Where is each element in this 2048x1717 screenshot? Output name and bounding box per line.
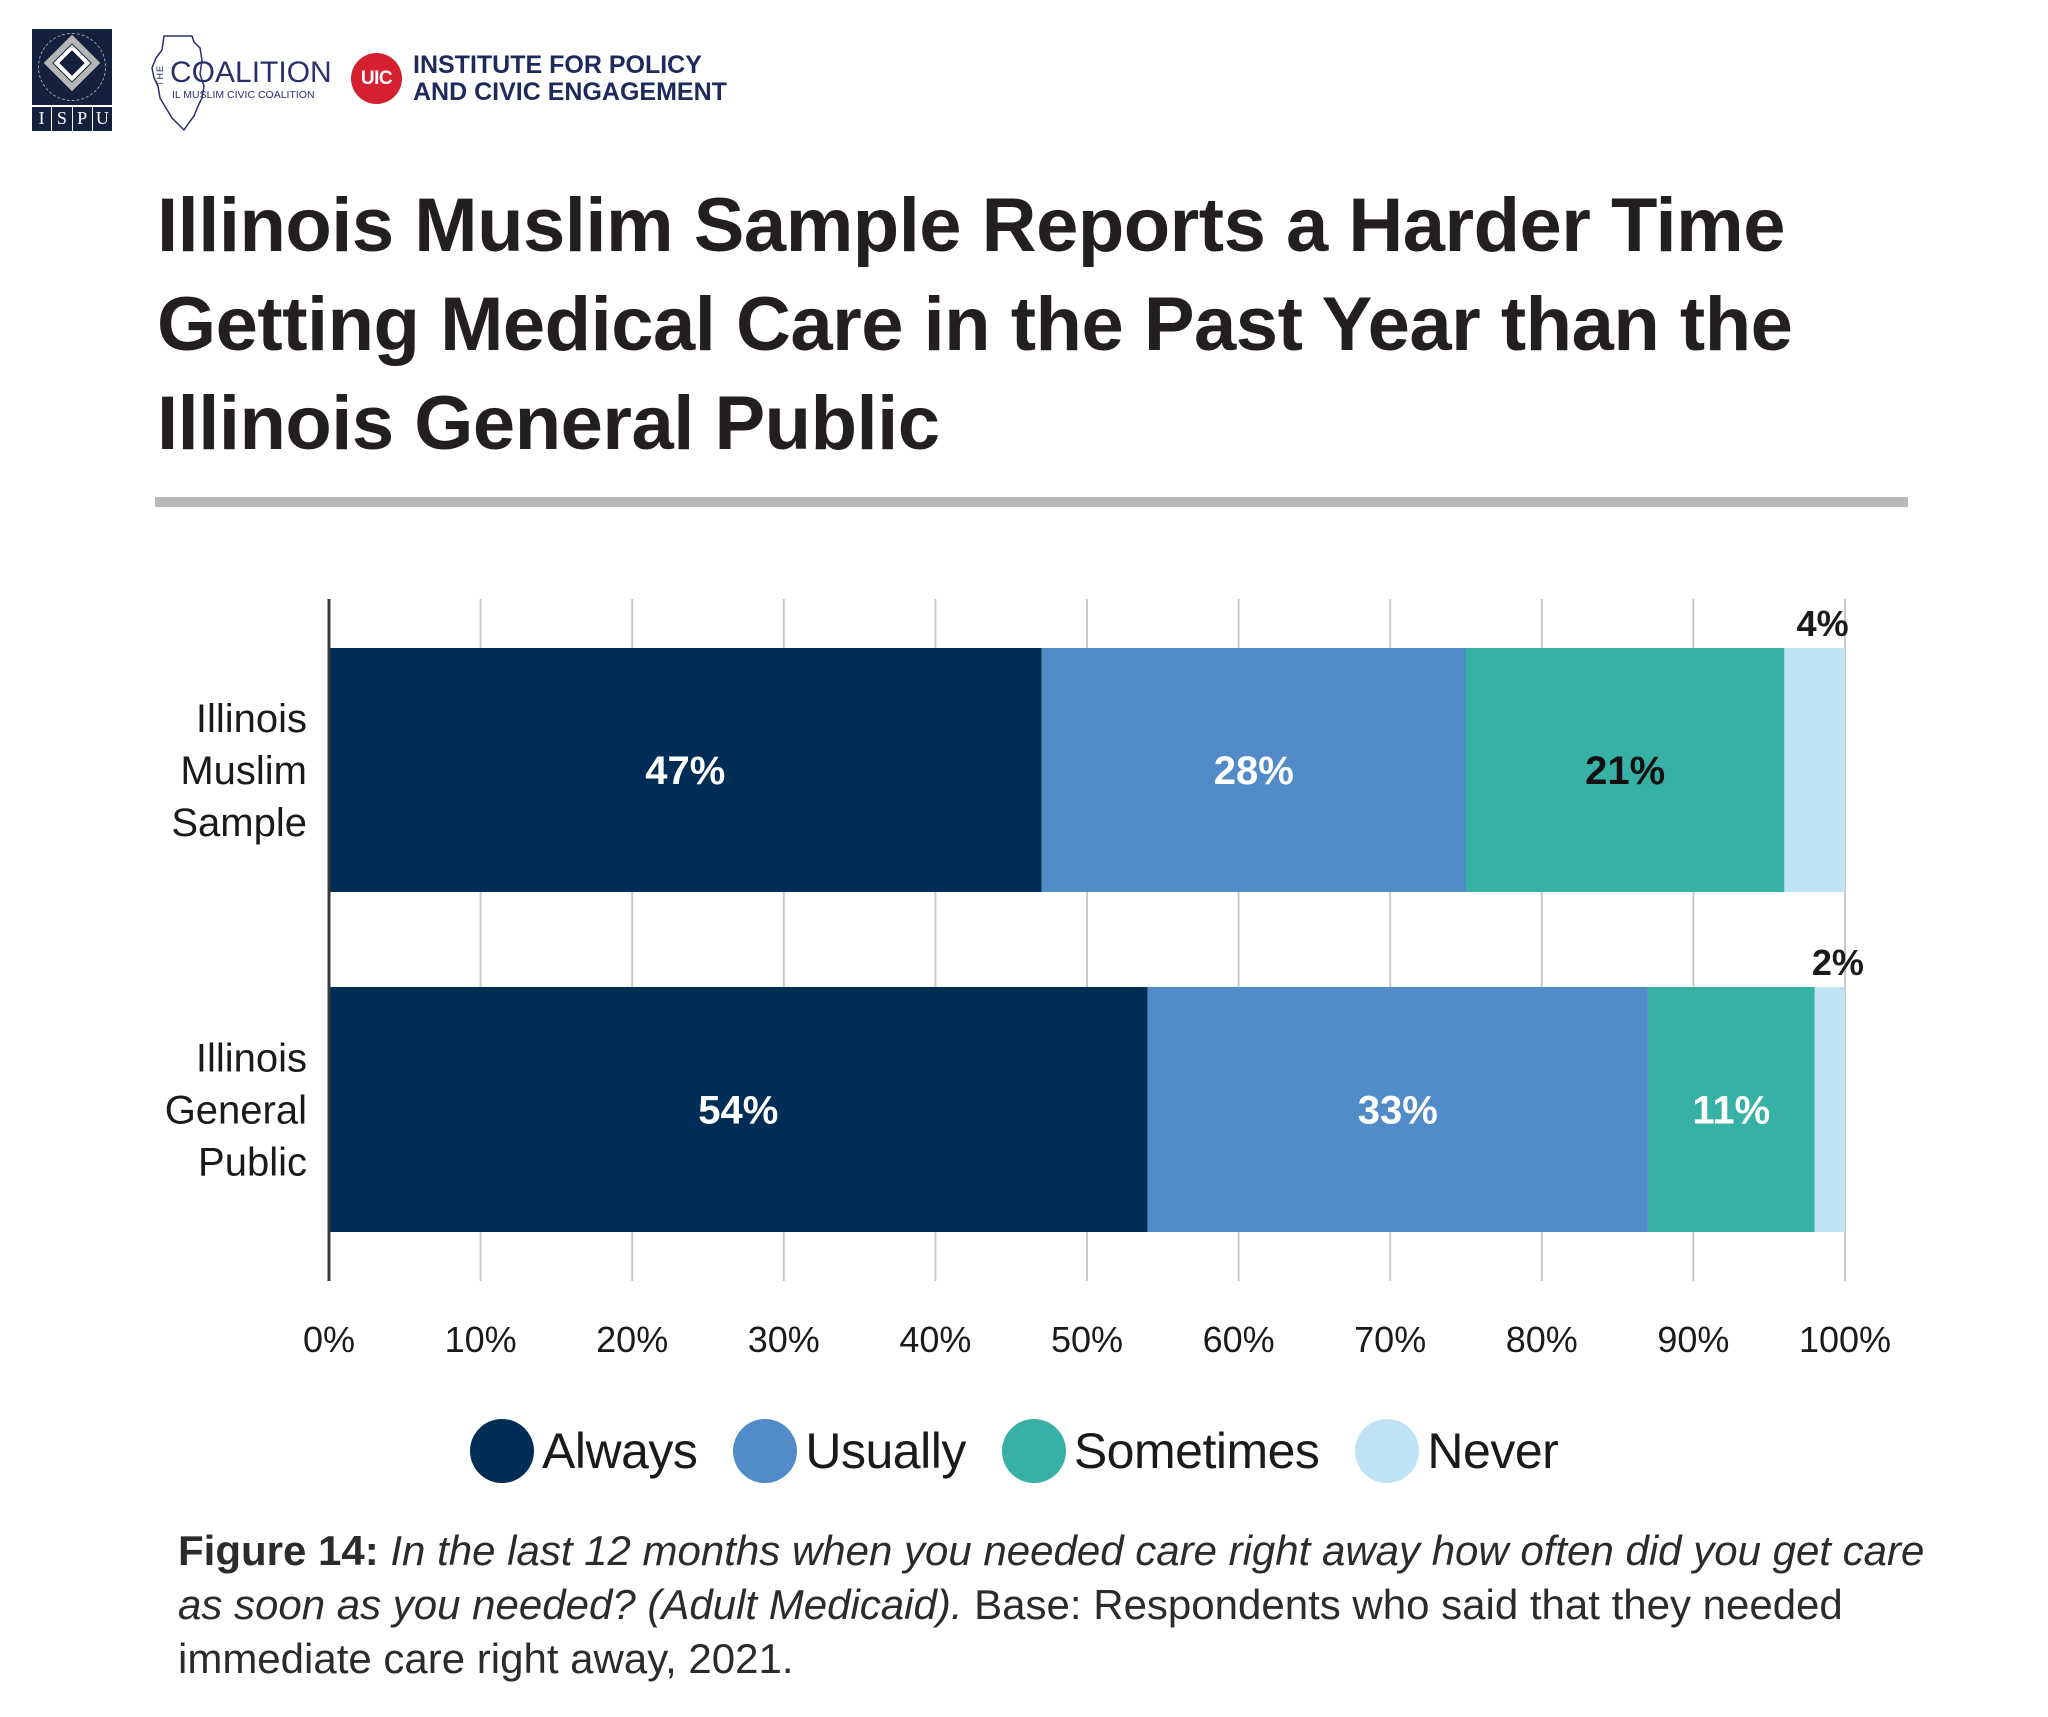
ispu-letter: S: [51, 107, 71, 131]
data-label: 2%: [1812, 942, 1864, 983]
chart-title: Illinois Muslim Sample Reports a Harder …: [157, 183, 1793, 466]
data-label: 33%: [1358, 1089, 1438, 1133]
x-tick-label: 80%: [1506, 1319, 1578, 1360]
category-label: Sample: [171, 801, 307, 845]
ispu-letter: I: [38, 108, 45, 128]
bar-segment-never: [1784, 648, 1845, 892]
legend-item-never: Never: [1355, 1419, 1559, 1483]
caption-base: Base: Respondents who said that they nee…: [178, 1581, 1843, 1682]
category-label: General: [165, 1089, 307, 1133]
legend-label: Usually: [805, 1423, 966, 1479]
x-tick-label: 0%: [303, 1319, 355, 1360]
x-tick-label: 100%: [1799, 1319, 1891, 1360]
ispu-ring-text: [38, 33, 106, 101]
category-label: Muslim: [180, 749, 307, 793]
ispu-letters: I S P U: [32, 105, 112, 131]
ispu-letter: P: [71, 107, 92, 131]
uic-badge-icon: UIC: [351, 53, 402, 104]
title-divider: [155, 497, 1908, 507]
legend-item-sometimes: Sometimes: [1001, 1419, 1320, 1483]
data-label: 11%: [1692, 1089, 1770, 1133]
data-label: 21%: [1585, 749, 1665, 793]
legend-swatch-never: [1355, 1419, 1420, 1483]
legend: Always Usually Sometimes Never: [470, 1418, 1594, 1484]
category-label: Illinois: [196, 1037, 307, 1081]
x-tick-label: 60%: [1203, 1319, 1275, 1360]
data-label: 4%: [1797, 603, 1849, 644]
x-tick-label: 90%: [1657, 1319, 1729, 1360]
category-label: Illinois: [196, 697, 307, 741]
uic-line-1: INSTITUTE FOR POLICY: [413, 51, 702, 79]
bar-segment-always: [329, 987, 1148, 1232]
ispu-logo: I S P U: [32, 29, 112, 131]
uic-line-2: AND CIVIC ENGAGEMENT: [413, 78, 727, 106]
legend-swatch-always: [470, 1419, 534, 1483]
bar-segment-usually: [1147, 987, 1648, 1232]
bars: [329, 648, 1845, 1232]
bar-segment-sometimes: [1466, 648, 1785, 892]
labels: 0% 10% 20% 30% 40% 50% 60% 70% 80% 90% 100% 47% 28% 2…: [165, 603, 1891, 1360]
x-tick-label: 10%: [445, 1319, 517, 1360]
x-tick-label: 30%: [748, 1319, 820, 1360]
legend-label: Sometimes: [1073, 1423, 1320, 1479]
figure-caption: Figure 14: In the last 12 months when yo…: [178, 1524, 1938, 1686]
x-tick-label: 70%: [1354, 1319, 1426, 1360]
data-label: 28%: [1214, 749, 1294, 793]
bar-segment-sometimes: [1647, 987, 1815, 1232]
data-label: 47%: [645, 749, 725, 793]
legend-label: Always: [542, 1423, 698, 1479]
uic-institute-name: INSTITUTE FOR POLICY AND CIVIC ENGAGEMEN…: [413, 52, 727, 106]
illinois-state-outline-icon: [151, 35, 205, 132]
x-tick-label: 20%: [596, 1319, 668, 1360]
bar-segment-usually: [1041, 648, 1466, 892]
legend-label: Never: [1427, 1423, 1559, 1479]
coalition-name: COALITION: [170, 56, 332, 89]
survey-question: In the last 12 months when you needed ca…: [178, 1527, 1925, 1628]
legend-swatch-usually: [733, 1419, 798, 1483]
coalition-logo: THE COALITION IL MUSLIM CIVIC COALITION: [150, 34, 332, 132]
legend-swatch-sometimes: [1001, 1419, 1066, 1483]
x-tick-label: 50%: [1051, 1319, 1123, 1360]
data-label: 54%: [698, 1089, 778, 1133]
bar-segment-always: [329, 648, 1042, 892]
legend-item-usually: Usually: [733, 1419, 966, 1483]
figure-number: Figure 14:: [178, 1527, 379, 1574]
x-tick-label: 40%: [899, 1319, 971, 1360]
ispu-letter: U: [91, 107, 112, 131]
legend-item-always: Always: [470, 1419, 698, 1483]
bar-segment-never: [1814, 987, 1845, 1232]
category-label: Public: [198, 1141, 307, 1185]
coalition-subtitle: IL MUSLIM CIVIC COALITION: [172, 89, 315, 101]
